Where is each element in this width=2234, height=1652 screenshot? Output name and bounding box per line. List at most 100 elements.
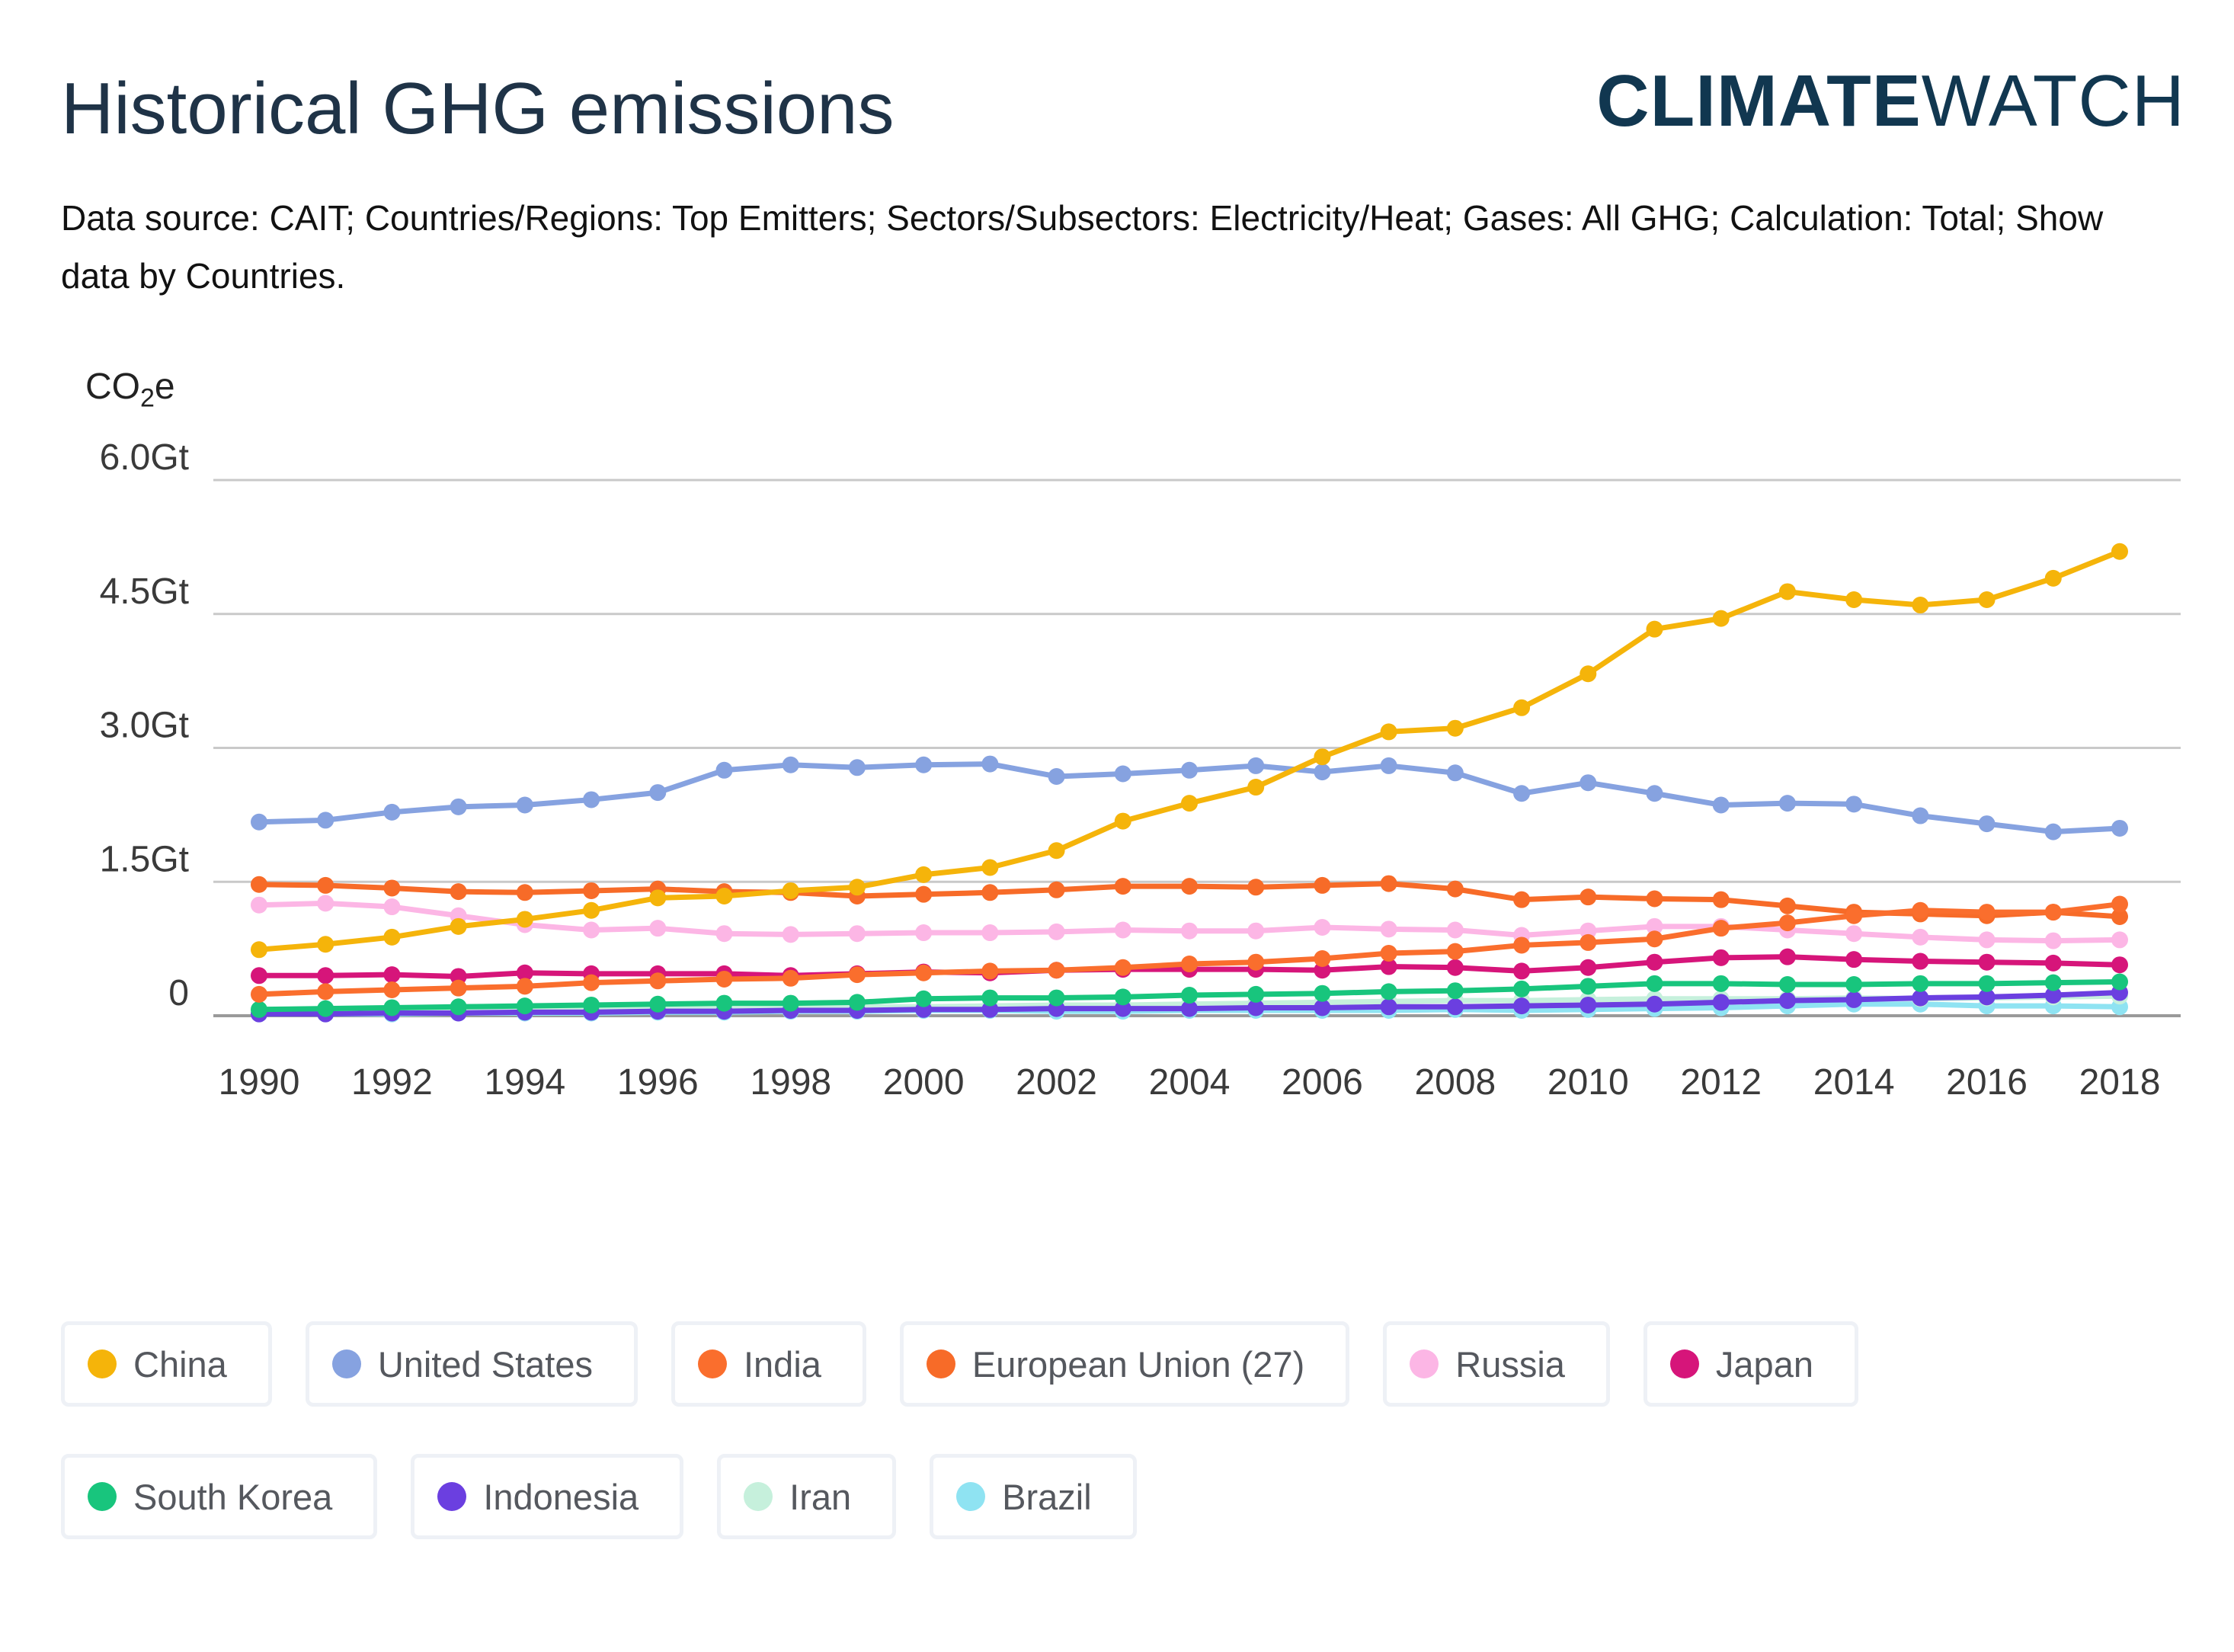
data-point[interactable] bbox=[450, 998, 467, 1016]
data-point[interactable] bbox=[1579, 774, 1597, 792]
data-point[interactable] bbox=[1978, 591, 1996, 609]
data-point[interactable] bbox=[1247, 953, 1265, 971]
data-point[interactable] bbox=[2111, 973, 2128, 991]
data-point[interactable] bbox=[1712, 975, 1730, 992]
data-point[interactable] bbox=[1314, 984, 1331, 1002]
data-point[interactable] bbox=[649, 972, 667, 990]
data-point[interactable] bbox=[450, 883, 467, 901]
data-point[interactable] bbox=[1380, 944, 1397, 962]
data-point[interactable] bbox=[1912, 952, 1929, 970]
data-point[interactable] bbox=[1579, 922, 1597, 940]
data-point[interactable] bbox=[2111, 543, 2128, 560]
data-point[interactable] bbox=[383, 898, 401, 916]
data-point[interactable] bbox=[848, 994, 866, 1011]
data-point[interactable] bbox=[2044, 987, 2062, 1004]
data-point[interactable] bbox=[2111, 931, 2128, 949]
legend-item[interactable]: India bbox=[671, 1321, 866, 1407]
data-point[interactable] bbox=[649, 920, 667, 937]
data-point[interactable] bbox=[1513, 699, 1531, 716]
data-point[interactable] bbox=[1380, 958, 1397, 975]
data-point[interactable] bbox=[848, 925, 866, 943]
data-point[interactable] bbox=[1712, 796, 1730, 814]
data-point[interactable] bbox=[1845, 591, 1863, 609]
data-point[interactable] bbox=[1380, 875, 1397, 892]
data-point[interactable] bbox=[383, 999, 401, 1016]
data-point[interactable] bbox=[782, 926, 799, 943]
series-china[interactable] bbox=[251, 543, 2128, 959]
data-point[interactable] bbox=[1314, 950, 1331, 968]
data-point[interactable] bbox=[1048, 923, 1065, 940]
data-point[interactable] bbox=[715, 970, 733, 988]
data-point[interactable] bbox=[516, 884, 533, 901]
series-united-states[interactable] bbox=[251, 755, 2128, 840]
data-point[interactable] bbox=[383, 928, 401, 946]
data-point[interactable] bbox=[1978, 953, 1996, 971]
data-point[interactable] bbox=[981, 859, 999, 876]
data-point[interactable] bbox=[1912, 901, 1929, 919]
data-point[interactable] bbox=[915, 866, 933, 883]
data-point[interactable] bbox=[583, 921, 600, 939]
series-south-korea[interactable] bbox=[251, 973, 2128, 1018]
data-point[interactable] bbox=[583, 791, 600, 808]
data-point[interactable] bbox=[1845, 925, 1863, 943]
data-point[interactable] bbox=[1912, 989, 1929, 1007]
data-point[interactable] bbox=[649, 889, 667, 907]
data-point[interactable] bbox=[1712, 920, 1730, 937]
data-point[interactable] bbox=[1380, 998, 1397, 1016]
data-point[interactable] bbox=[1845, 796, 1863, 813]
data-point[interactable] bbox=[516, 796, 533, 814]
data-point[interactable] bbox=[1978, 904, 1996, 921]
series-russia[interactable] bbox=[251, 895, 2128, 949]
data-point[interactable] bbox=[1579, 996, 1597, 1013]
data-point[interactable] bbox=[251, 813, 267, 831]
data-point[interactable] bbox=[981, 755, 999, 773]
data-point[interactable] bbox=[317, 983, 334, 1000]
data-point[interactable] bbox=[583, 996, 600, 1013]
data-point[interactable] bbox=[2044, 932, 2062, 949]
data-point[interactable] bbox=[317, 895, 334, 912]
data-point[interactable] bbox=[1314, 764, 1331, 781]
data-point[interactable] bbox=[1314, 962, 1331, 979]
data-point[interactable] bbox=[1380, 723, 1397, 741]
data-point[interactable] bbox=[516, 978, 533, 995]
data-point[interactable] bbox=[1380, 920, 1397, 938]
data-point[interactable] bbox=[1380, 757, 1397, 774]
data-point[interactable] bbox=[1048, 989, 1065, 1007]
data-point[interactable] bbox=[1048, 842, 1065, 860]
data-point[interactable] bbox=[1978, 815, 1996, 833]
data-point[interactable] bbox=[1446, 959, 1464, 976]
data-point[interactable] bbox=[1114, 765, 1131, 783]
data-point[interactable] bbox=[1181, 922, 1198, 940]
data-point[interactable] bbox=[1513, 997, 1531, 1015]
data-point[interactable] bbox=[1778, 948, 1796, 965]
data-point[interactable] bbox=[450, 917, 467, 935]
data-point[interactable] bbox=[915, 990, 933, 1007]
data-point[interactable] bbox=[1978, 988, 1996, 1006]
data-point[interactable] bbox=[1579, 959, 1597, 976]
data-point[interactable] bbox=[1446, 880, 1464, 898]
data-point[interactable] bbox=[782, 882, 799, 899]
data-point[interactable] bbox=[1247, 879, 1265, 896]
data-point[interactable] bbox=[915, 964, 933, 981]
data-point[interactable] bbox=[2044, 823, 2062, 840]
data-point[interactable] bbox=[1446, 943, 1464, 960]
data-point[interactable] bbox=[317, 936, 334, 953]
legend-item[interactable]: Indonesia bbox=[411, 1454, 684, 1539]
data-point[interactable] bbox=[317, 1000, 334, 1017]
data-point[interactable] bbox=[251, 896, 267, 914]
data-point[interactable] bbox=[1181, 956, 1198, 973]
data-point[interactable] bbox=[1247, 757, 1265, 774]
data-point[interactable] bbox=[1513, 785, 1531, 802]
data-point[interactable] bbox=[383, 879, 401, 897]
data-point[interactable] bbox=[1912, 807, 1929, 824]
data-point[interactable] bbox=[1778, 897, 1796, 914]
data-point[interactable] bbox=[1646, 953, 1663, 971]
data-point[interactable] bbox=[1446, 998, 1464, 1016]
data-point[interactable] bbox=[1646, 620, 1663, 638]
data-point[interactable] bbox=[1446, 982, 1464, 1000]
data-point[interactable] bbox=[2111, 956, 2128, 974]
data-point[interactable] bbox=[2111, 908, 2128, 925]
data-point[interactable] bbox=[1181, 878, 1198, 895]
data-point[interactable] bbox=[516, 911, 533, 928]
data-point[interactable] bbox=[1380, 983, 1397, 1000]
